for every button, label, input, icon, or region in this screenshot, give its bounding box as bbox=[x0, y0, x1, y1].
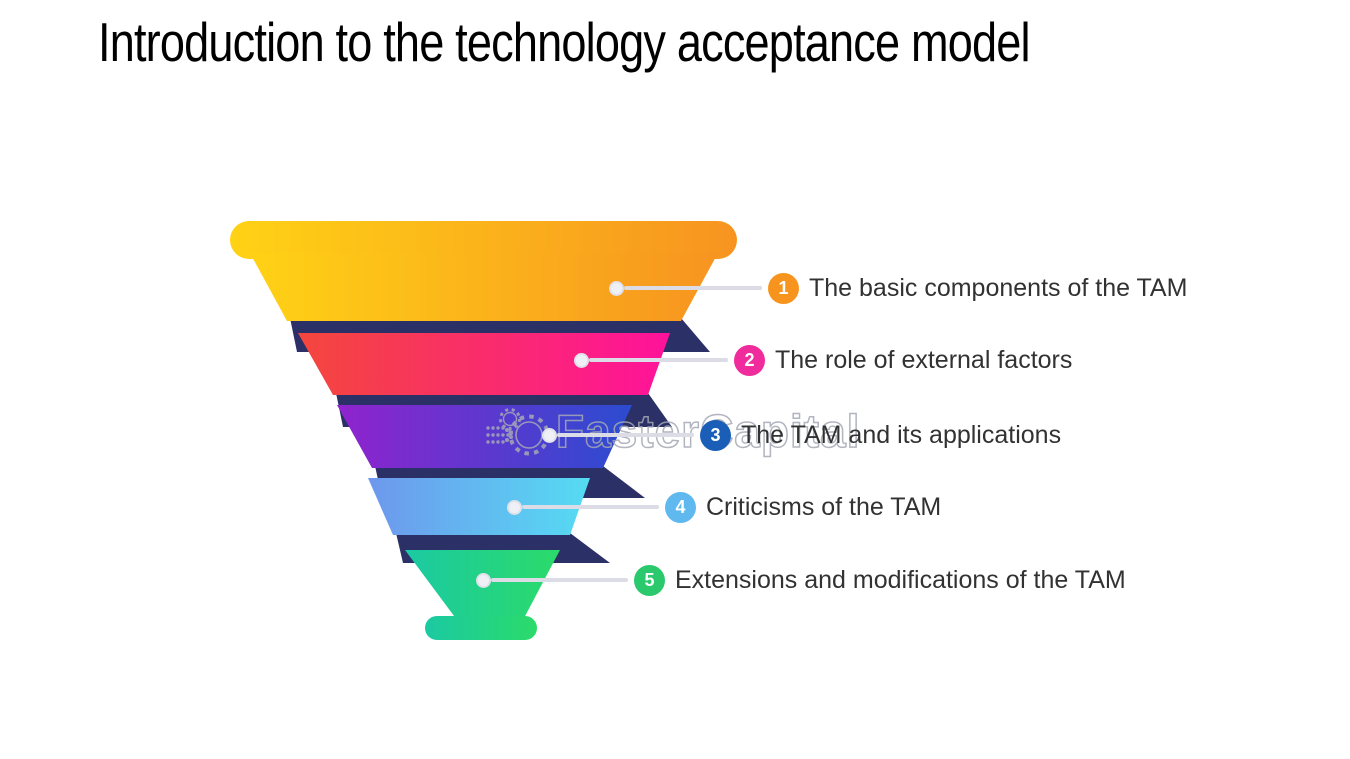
connector-dot bbox=[507, 499, 522, 515]
connector-line bbox=[624, 286, 762, 290]
funnel-step-row-2: 2 The role of external factors bbox=[574, 340, 1072, 380]
connector-line bbox=[522, 505, 659, 509]
connector-dot bbox=[574, 352, 589, 368]
connector-line bbox=[491, 578, 628, 582]
step-label: The TAM and its applications bbox=[741, 420, 1062, 449]
connector-dot bbox=[476, 572, 491, 588]
step-number-badge: 4 bbox=[665, 491, 696, 523]
funnel-step-row-1: 1 The basic components of the TAM bbox=[609, 268, 1187, 308]
step-label: Extensions and modifications of the TAM bbox=[675, 565, 1126, 594]
connector-line bbox=[557, 433, 694, 437]
connector-dot bbox=[542, 427, 557, 443]
step-label: Criticisms of the TAM bbox=[706, 492, 942, 521]
connector-line bbox=[589, 358, 728, 362]
step-label: The role of external factors bbox=[775, 345, 1073, 374]
funnel-segment-1-cap bbox=[230, 221, 737, 259]
funnel-step-row-5: 5 Extensions and modifications of the TA… bbox=[476, 560, 1126, 600]
funnel-segment-2 bbox=[298, 333, 670, 395]
funnel-step-row-3: 3 The TAM and its applications bbox=[542, 415, 1061, 455]
step-number-badge: 2 bbox=[734, 344, 765, 376]
step-number-badge: 5 bbox=[634, 564, 665, 596]
step-label: The basic components of the TAM bbox=[809, 273, 1188, 302]
connector-dot bbox=[609, 280, 624, 296]
page-title: Introduction to the technology acceptanc… bbox=[98, 11, 1031, 73]
funnel-segment-5-base bbox=[425, 616, 537, 640]
step-number-badge: 3 bbox=[700, 419, 731, 451]
funnel-step-row-4: 4 Criticisms of the TAM bbox=[507, 487, 941, 527]
step-number-badge: 1 bbox=[768, 272, 799, 304]
